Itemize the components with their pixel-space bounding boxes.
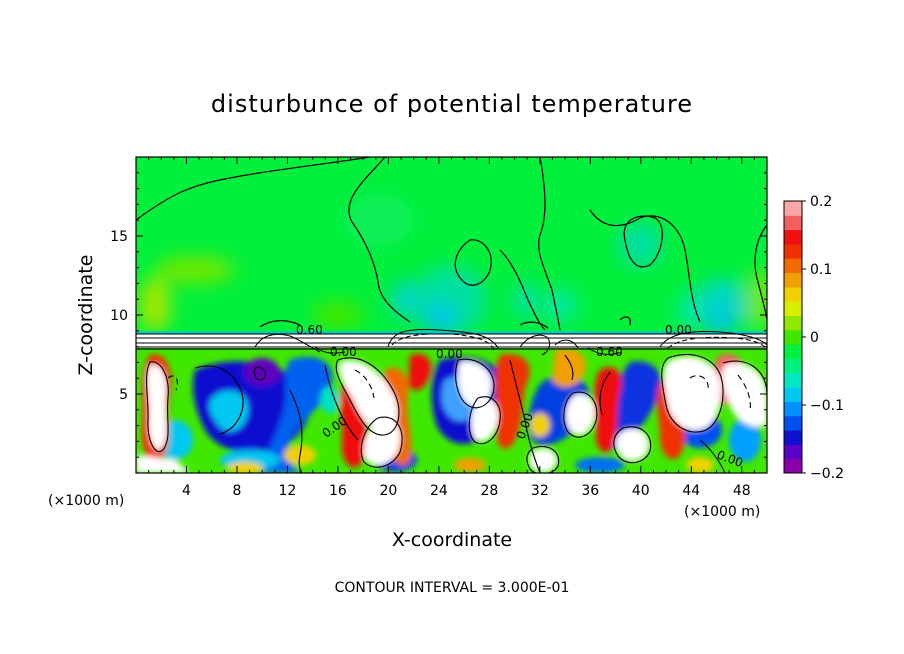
x-tick-label: 16	[329, 483, 347, 499]
colorbar-swatch	[784, 272, 802, 288]
colorbar-swatch	[784, 286, 802, 302]
colorbar-swatch	[784, 315, 802, 331]
x-tick-label: 4	[182, 483, 191, 499]
y-tick-label: 15	[110, 229, 128, 245]
upper-field-features	[139, 194, 767, 334]
colorbar	[784, 201, 802, 474]
colorbar-swatch	[784, 201, 802, 216]
colorbar-swatch	[784, 243, 802, 259]
lower-contours	[146, 354, 767, 473]
colorbar-swatch	[784, 444, 802, 460]
x-unit-left: (×1000 m)	[48, 493, 124, 509]
x-tick-label: 8	[232, 483, 241, 499]
x-tick-label: 12	[279, 483, 297, 499]
x-unit-right: (×1000 m)	[684, 504, 760, 520]
upper-contours	[136, 157, 767, 331]
colorbar-swatch	[784, 430, 802, 445]
lower-field	[136, 340, 767, 473]
x-axis-ticks: 4 8 12 16 20 24 28 32 36 40 44 48	[148, 157, 755, 499]
chart-title: disturbunce of potential temperature	[211, 90, 693, 118]
contour-label: 0.60	[296, 323, 323, 337]
x-tick-label: 24	[430, 483, 448, 499]
colorbar-swatch	[784, 344, 802, 359]
colorbar-tick-label: 0.1	[810, 262, 832, 278]
x-tick-label: 28	[480, 483, 498, 499]
colorbar-swatch	[784, 229, 802, 245]
colorbar-swatch	[784, 301, 802, 317]
contour-interval-note: CONTOUR INTERVAL = 3.000E-01	[335, 580, 570, 596]
x-tick-label: 20	[379, 483, 397, 499]
x-tick-label: 40	[632, 483, 650, 499]
colorbar-tick-label: 0	[810, 330, 819, 346]
contour-label: 0.60	[596, 345, 623, 359]
y-axis-ticks: 5 10 15	[110, 172, 767, 458]
colorbar-tick-label: −0.1	[810, 398, 844, 414]
colorbar-swatch	[784, 372, 802, 388]
inversion-strip	[136, 331, 767, 334]
plot-area: 0.60 0.00 0.00 0.00 0.60 0.00 0.00 0.00	[136, 157, 767, 473]
colorbar-swatch	[784, 387, 802, 402]
contour-label: 0.00	[330, 345, 357, 359]
colorbar-swatch	[784, 458, 802, 474]
contour-label: 0.00	[665, 323, 692, 337]
colorbar-tick-label: −0.2	[810, 466, 844, 482]
x-axis-title: X-coordinate	[392, 529, 512, 551]
colorbar-tick-label: 0.2	[810, 194, 832, 210]
x-tick-label: 32	[531, 483, 549, 499]
x-tick-label: 48	[733, 483, 751, 499]
colorbar-swatch	[784, 401, 802, 417]
y-axis-title: Z-coordinate	[75, 255, 97, 376]
colorbar-swatch	[784, 215, 802, 231]
colorbar-swatch	[784, 258, 802, 274]
x-tick-label: 36	[581, 483, 599, 499]
y-tick-label: 5	[119, 387, 128, 403]
colorbar-swatch	[784, 329, 802, 345]
colorbar-swatch	[784, 415, 802, 431]
contour-label: 0.00	[436, 347, 463, 361]
colorbar-swatch	[784, 358, 802, 374]
x-tick-label: 44	[682, 483, 700, 499]
colorbar-ticks: 0.2 0.1 0 −0.1 −0.2	[802, 194, 844, 482]
y-tick-label: 10	[110, 308, 128, 324]
inversion-band	[136, 329, 767, 356]
